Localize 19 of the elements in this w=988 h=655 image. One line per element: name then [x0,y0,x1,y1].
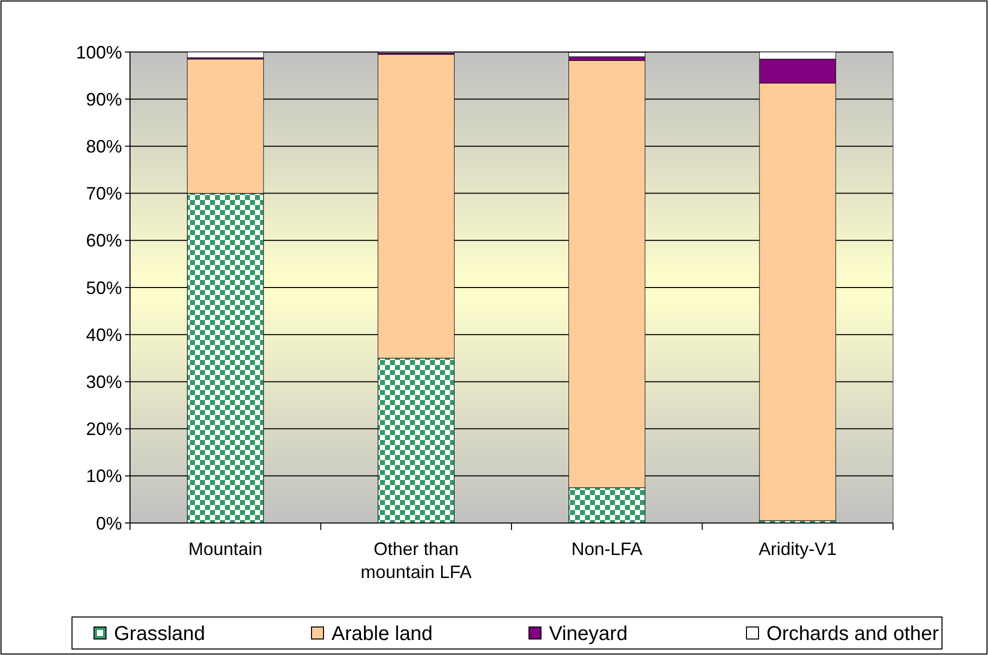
legend-label: Grassland [114,623,206,645]
y-tick-label: 20% [86,419,122,440]
y-tick-label: 80% [86,136,122,156]
x-tick-label: Mountain [188,539,262,559]
x-tick-label: Other than mountain LFA [360,539,472,582]
y-tick-label: 60% [86,230,122,251]
legend-label: Arable land [332,623,433,645]
y-tick-label: 90% [86,89,122,110]
y-tick-label: 40% [86,324,122,345]
x-tick-label: Non-LFA [571,539,642,559]
y-tick-label: 0% [96,513,122,534]
y-tick-label: 100% [76,42,122,62]
x-tick-label: Aridity-V1 [758,539,837,559]
y-tick-label: 50% [86,278,122,298]
legend-label: Vineyard [549,623,628,645]
legend-label: Orchards and other [766,623,940,645]
y-tick-label: 10% [86,466,122,486]
y-tick-label: 70% [86,184,122,204]
y-tick-label: 30% [86,372,122,392]
